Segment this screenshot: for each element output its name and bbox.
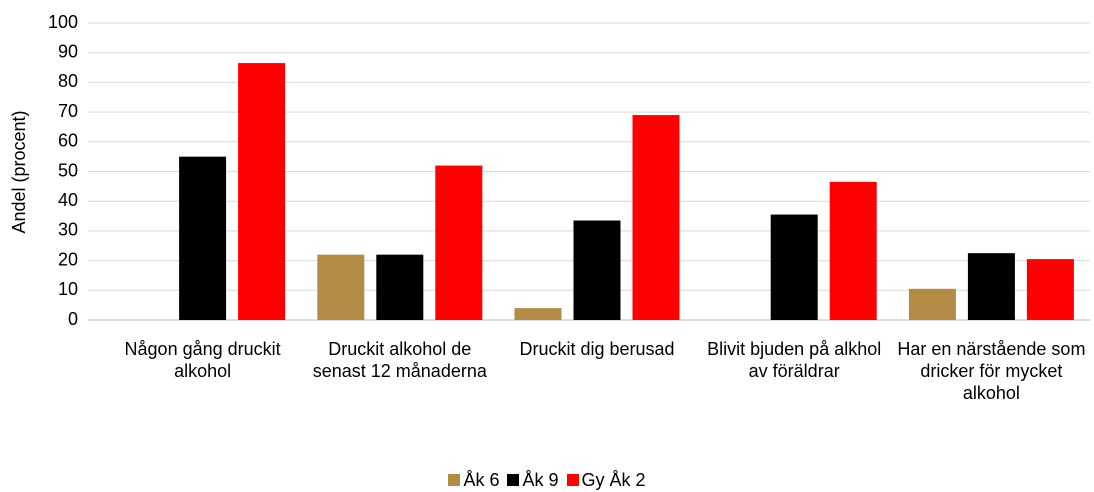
legend-label: Gy Åk 2 xyxy=(581,470,646,490)
bar xyxy=(317,254,365,320)
legend-swatch xyxy=(507,474,520,486)
bar xyxy=(573,220,621,320)
y-tick-label: 60 xyxy=(58,131,78,151)
bar xyxy=(967,253,1015,320)
legend-item: Åk 6 xyxy=(448,470,499,491)
bar xyxy=(435,165,483,320)
legend-swatch xyxy=(566,474,579,486)
x-tick-label: Druckit alkohol de senast 12 månaderna xyxy=(312,339,487,381)
x-tick-label: Blivit bjuden på alkhol av föräldrar xyxy=(707,339,882,381)
y-tick-label: 80 xyxy=(58,71,78,91)
x-tick-label: Någon gång druckit alkohol xyxy=(124,339,281,381)
y-tick-label: 70 xyxy=(58,101,78,121)
bar xyxy=(632,115,680,320)
bar xyxy=(179,156,227,320)
bar xyxy=(770,214,818,320)
y-axis-title: Andel (procent) xyxy=(9,110,29,233)
bar xyxy=(829,181,877,320)
y-tick-label: 0 xyxy=(68,309,78,329)
y-tick-label: 50 xyxy=(58,160,78,180)
y-tick-label: 90 xyxy=(58,41,78,61)
x-tick-label: Druckit dig berusad xyxy=(519,339,675,359)
legend-label: Åk 6 xyxy=(463,470,500,490)
bar xyxy=(908,288,956,320)
y-tick-label: 100 xyxy=(48,12,78,32)
y-tick-label: 20 xyxy=(58,249,78,269)
y-tick-label: 30 xyxy=(58,220,78,240)
x-tick-label: Har en närstående som dricker för mycket… xyxy=(897,339,1086,403)
legend: Åk 6 Åk 9 Gy Åk 2 xyxy=(0,470,1094,491)
bar xyxy=(514,308,562,320)
legend-item: Gy Åk 2 xyxy=(566,470,646,491)
bar xyxy=(376,254,424,320)
legend-label: Åk 9 xyxy=(522,470,559,490)
legend-item: Åk 9 xyxy=(507,470,559,491)
y-tick-label: 10 xyxy=(58,279,78,299)
bar xyxy=(1026,259,1074,320)
bar xyxy=(238,63,286,320)
y-tick-label: 40 xyxy=(58,190,78,210)
legend-swatch xyxy=(448,474,461,486)
